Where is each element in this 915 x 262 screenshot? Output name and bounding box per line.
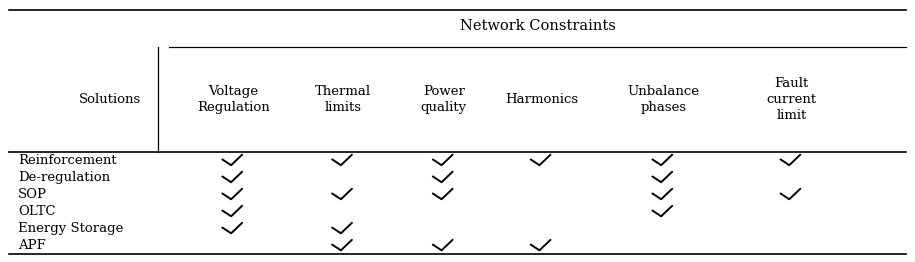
Text: OLTC: OLTC [18, 205, 56, 218]
Text: Harmonics: Harmonics [505, 93, 578, 106]
Text: Power
quality: Power quality [421, 85, 467, 114]
Text: Unbalance
phases: Unbalance phases [628, 85, 699, 114]
Text: Energy Storage: Energy Storage [18, 222, 124, 235]
Text: APF: APF [18, 239, 46, 252]
Text: Voltage
Regulation: Voltage Regulation [197, 85, 270, 114]
Text: De-regulation: De-regulation [18, 171, 111, 184]
Text: Solutions: Solutions [79, 93, 141, 106]
Text: Thermal
limits: Thermal limits [315, 85, 371, 114]
Text: Network Constraints: Network Constraints [459, 19, 616, 33]
Text: SOP: SOP [18, 188, 48, 201]
Text: Reinforcement: Reinforcement [18, 154, 117, 167]
Text: Fault
current
limit: Fault current limit [767, 77, 816, 122]
